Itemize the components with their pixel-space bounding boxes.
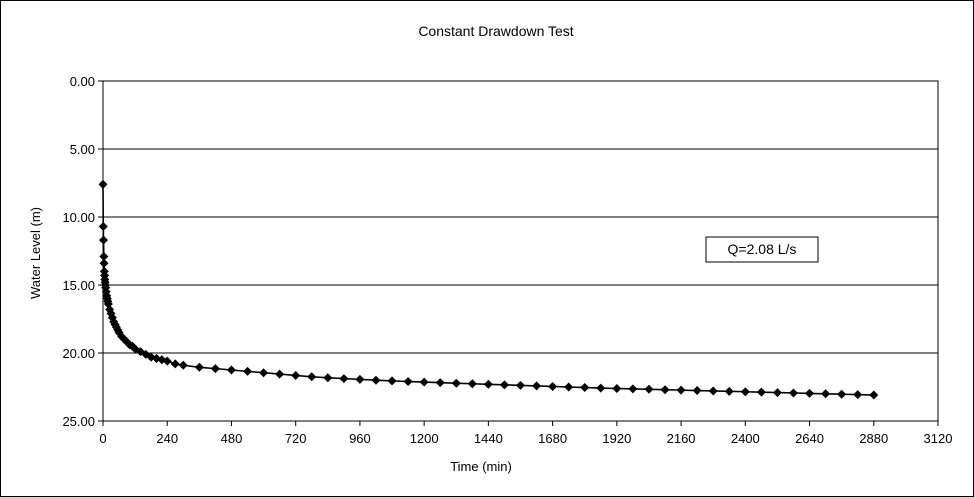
x-tick-label: 2640 <box>795 431 824 446</box>
data-point <box>259 368 269 378</box>
data-point <box>740 387 750 397</box>
data-point <box>532 381 542 391</box>
data-point <box>99 251 109 261</box>
data-point <box>772 388 782 398</box>
data-point <box>275 369 285 379</box>
data-point <box>596 383 606 393</box>
x-tick-label: 1680 <box>538 431 567 446</box>
x-tick-label: 480 <box>221 431 243 446</box>
data-point <box>119 334 129 344</box>
data-point <box>692 386 702 396</box>
data-point <box>788 388 798 398</box>
y-tick-label: 15.00 <box>62 278 95 293</box>
data-point <box>853 390 863 400</box>
data-point <box>483 379 493 389</box>
data-point <box>355 374 365 384</box>
x-tick-label: 3120 <box>924 431 953 446</box>
x-tick-label: 2880 <box>859 431 888 446</box>
data-point <box>676 385 686 395</box>
data-point <box>660 385 670 395</box>
x-tick-label: 2160 <box>667 431 696 446</box>
data-point <box>307 372 317 382</box>
data-point <box>821 389 831 399</box>
data-point <box>210 364 220 374</box>
data-point <box>291 370 301 380</box>
data-point <box>499 380 509 390</box>
x-tick-label: 960 <box>349 431 371 446</box>
annotation-text: Q=2.08 L/s <box>728 241 797 257</box>
x-tick-label: 720 <box>285 431 307 446</box>
data-point <box>99 235 109 245</box>
y-tick-label: 0.00 <box>70 74 95 89</box>
data-point <box>371 375 381 385</box>
x-axis-title: Time (min) <box>450 459 512 474</box>
data-point <box>612 383 622 393</box>
data-point <box>178 360 188 370</box>
y-axis-title: Water Level (m) <box>28 207 43 299</box>
y-tick-label: 5.00 <box>70 142 95 157</box>
y-tick-label: 10.00 <box>62 210 95 225</box>
data-point <box>724 386 734 396</box>
data-point <box>403 377 413 387</box>
data-point <box>98 179 108 189</box>
data-point <box>339 374 349 384</box>
data-point <box>580 383 590 393</box>
data-point <box>516 380 525 390</box>
data-point <box>451 378 461 388</box>
data-point <box>644 384 654 394</box>
chart-title: Constant Drawdown Test <box>418 23 573 39</box>
data-point <box>435 378 445 388</box>
y-tick-label: 20.00 <box>62 346 95 361</box>
x-tick-label: 0 <box>99 431 106 446</box>
data-point <box>628 384 638 394</box>
data-point <box>323 373 333 383</box>
data-point <box>98 222 108 232</box>
x-tick-label: 1920 <box>602 431 631 446</box>
data-point <box>467 379 477 389</box>
data-point <box>869 390 879 400</box>
data-point <box>837 389 847 399</box>
data-point <box>194 362 204 372</box>
data-point <box>756 387 766 397</box>
x-tick-label: 1440 <box>474 431 503 446</box>
data-point <box>564 382 574 392</box>
data-point <box>805 388 815 398</box>
data-point <box>170 359 180 369</box>
data-point <box>708 386 718 396</box>
data-point <box>162 356 172 366</box>
x-tick-label: 1200 <box>410 431 439 446</box>
data-point <box>387 376 397 386</box>
data-point <box>99 258 109 268</box>
data-point <box>419 377 429 387</box>
x-tick-label: 240 <box>156 431 178 446</box>
x-tick-label: 2400 <box>731 431 760 446</box>
series-layer <box>98 179 879 400</box>
data-point <box>226 365 236 375</box>
annotation-box <box>705 236 819 263</box>
data-point <box>548 381 558 391</box>
data-point <box>243 366 253 376</box>
y-tick-label: 25.00 <box>62 414 95 429</box>
axes-layer: 0.00 5.00 10.00 15.00 20.00 25.00 0 240 480 720 96… <box>62 74 952 446</box>
